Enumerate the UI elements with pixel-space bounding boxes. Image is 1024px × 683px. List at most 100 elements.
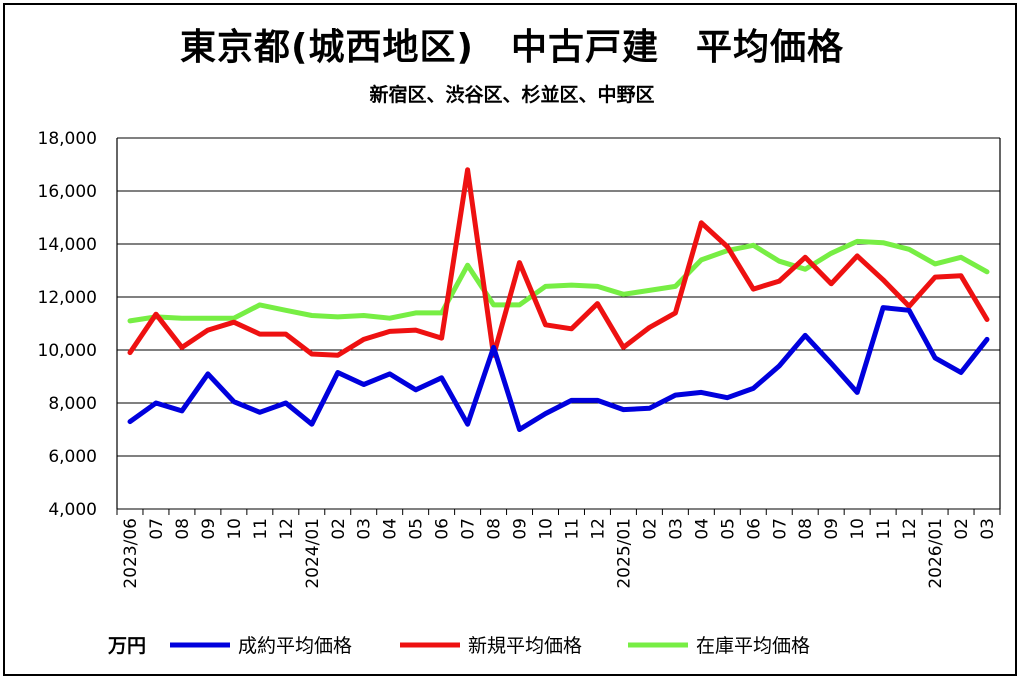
- x-tick-label-3: 09: [199, 518, 219, 540]
- data-point-s1-9: [361, 337, 366, 342]
- x-tick-label-24: 06: [744, 518, 764, 540]
- data-point-s2-30: [907, 247, 912, 252]
- data-point-s0-25: [777, 363, 782, 368]
- data-point-s2-2: [179, 316, 184, 321]
- data-point-s2-15: [517, 302, 522, 307]
- legend-unit-label: 万円: [107, 635, 146, 657]
- legend: 万円 成約平均価格 新規平均価格 在庫平均価格: [107, 635, 810, 657]
- data-point-s1-23: [725, 244, 730, 249]
- data-point-s2-16: [543, 284, 548, 289]
- data-point-s0-31: [933, 355, 938, 360]
- chart-title: 東京都(城西地区) 中古戸建 平均価格: [180, 27, 844, 68]
- y-tick-label-0: 4,000: [48, 500, 97, 520]
- data-point-s2-21: [673, 284, 678, 289]
- data-point-s0-7: [309, 422, 314, 427]
- data-point-s1-11: [413, 328, 418, 333]
- x-tick-label-30: 12: [900, 518, 920, 540]
- data-point-s0-22: [699, 390, 704, 395]
- data-point-s0-27: [829, 361, 834, 366]
- x-tick-label-25: 07: [770, 518, 790, 540]
- data-point-s2-19: [621, 292, 626, 297]
- chart-subtitle: 新宿区、渋谷区、杉並区、中野区: [369, 84, 655, 106]
- data-point-s0-3: [205, 371, 210, 376]
- data-point-s1-25: [777, 279, 782, 284]
- y-tick-label-7: 18,000: [38, 129, 97, 149]
- data-point-s1-18: [595, 301, 600, 306]
- x-tick-label-1: 07: [147, 518, 167, 540]
- x-tick-label-28: 10: [848, 518, 868, 540]
- x-tick-label-16: 10: [537, 518, 557, 540]
- x-tick-label-4: 10: [225, 518, 245, 540]
- data-point-s1-7: [309, 351, 314, 356]
- data-point-s2-22: [699, 257, 704, 262]
- legend-label-series-0: 成約平均価格: [238, 635, 352, 657]
- data-point-s1-28: [855, 253, 860, 258]
- data-point-s1-6: [283, 332, 288, 337]
- data-point-s0-30: [907, 308, 912, 313]
- data-point-s1-16: [543, 322, 548, 327]
- data-point-s0-19: [621, 407, 626, 412]
- data-point-s1-10: [387, 329, 392, 334]
- data-point-s1-24: [751, 287, 756, 292]
- data-point-s0-33: [985, 337, 990, 342]
- data-point-s2-3: [205, 316, 210, 321]
- data-point-s0-11: [413, 387, 418, 392]
- chart-frame: [3, 3, 1017, 676]
- data-point-s1-12: [439, 336, 444, 341]
- data-point-s0-23: [725, 395, 730, 400]
- y-tick-labels: 4,000 6,000 8,000 10,000 12,000 14,000 16,000 1…: [38, 129, 97, 520]
- data-point-s0-14: [491, 345, 496, 350]
- data-point-s2-18: [595, 284, 600, 289]
- x-tick-labels: 2023/06 07 08 09 10 11 12 2024/01 02 03 04 05 06 07 08…: [116, 509, 1001, 589]
- x-tick-label-19: 2025/01: [614, 518, 634, 589]
- data-point-s1-3: [205, 328, 210, 333]
- data-point-s1-15: [517, 260, 522, 265]
- data-point-s2-4: [231, 316, 236, 321]
- data-point-s2-27: [829, 251, 834, 256]
- data-point-s1-26: [803, 255, 808, 260]
- data-point-s2-5: [257, 302, 262, 307]
- data-point-s1-1: [153, 312, 158, 317]
- gridlines: [116, 137, 1001, 510]
- series-line-0: [127, 305, 990, 432]
- data-point-s2-24: [751, 243, 756, 248]
- x-tick-label-6: 12: [277, 518, 297, 540]
- plot-series: [127, 167, 990, 432]
- data-point-s1-0: [127, 350, 132, 355]
- x-tick-label-33: 03: [978, 518, 998, 540]
- data-point-s2-31: [933, 261, 938, 266]
- x-tick-label-23: 05: [718, 518, 738, 540]
- data-point-s0-1: [153, 401, 158, 405]
- data-point-s1-19: [621, 345, 626, 350]
- data-point-s1-13: [465, 167, 470, 172]
- x-tick-label-10: 04: [381, 518, 401, 540]
- y-tick-label-6: 16,000: [38, 182, 97, 202]
- data-point-s2-10: [387, 316, 392, 321]
- data-point-s2-0: [127, 318, 132, 323]
- series-points-2: [127, 239, 990, 323]
- data-point-s1-20: [647, 325, 652, 330]
- data-point-s1-31: [933, 275, 938, 280]
- x-tick-label-12: 06: [433, 518, 453, 540]
- data-point-s1-8: [335, 353, 340, 358]
- data-point-s0-21: [673, 393, 678, 398]
- data-point-s0-28: [855, 390, 860, 395]
- data-point-s0-8: [335, 370, 340, 375]
- y-tick-label-1: 6,000: [48, 447, 97, 467]
- data-point-s0-2: [179, 408, 184, 413]
- y-tick-label-2: 8,000: [48, 394, 97, 414]
- data-point-s2-25: [777, 259, 782, 264]
- data-point-s0-29: [881, 305, 886, 310]
- data-point-s2-26: [803, 267, 808, 272]
- data-point-s0-12: [439, 375, 444, 380]
- data-point-s0-15: [517, 427, 522, 432]
- data-point-s0-32: [959, 370, 964, 375]
- x-tick-label-11: 05: [407, 518, 427, 540]
- data-point-s0-17: [569, 398, 574, 403]
- legend-label-series-1: 新規平均価格: [468, 635, 582, 657]
- data-point-s1-2: [179, 345, 184, 350]
- data-point-s2-9: [361, 313, 366, 318]
- y-tick-label-4: 12,000: [38, 288, 97, 308]
- data-point-s1-32: [959, 273, 964, 278]
